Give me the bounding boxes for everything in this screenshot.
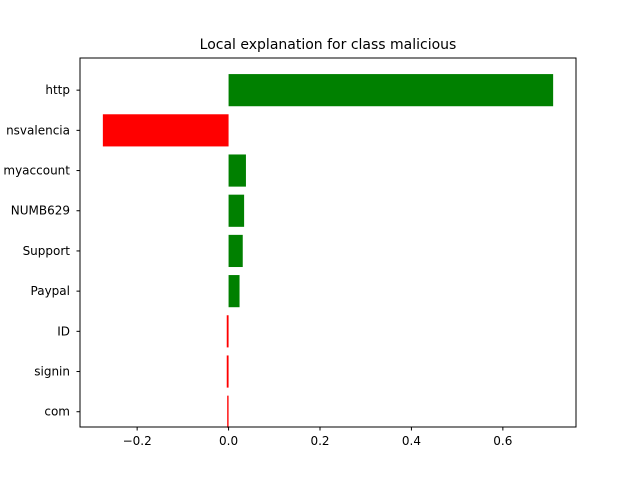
y-tick-label: ID: [57, 324, 70, 338]
y-tick-label: NUMB629: [11, 204, 70, 218]
x-tick-label: 0.6: [493, 434, 512, 448]
bar-com: [227, 395, 229, 428]
bar-support: [228, 234, 243, 268]
bar-paypal: [228, 275, 240, 308]
y-tick-label: com: [44, 405, 70, 419]
x-tick-label: 0.4: [402, 434, 421, 448]
bar-nsvalencia: [102, 114, 229, 147]
x-tick-label: 0.2: [310, 434, 329, 448]
bar-id: [226, 315, 229, 348]
bar-http: [228, 74, 554, 107]
plot-frame: [79, 57, 577, 428]
bar-numb629: [228, 194, 245, 227]
y-tick-label: nsvalencia: [6, 123, 70, 137]
bars-group: [102, 74, 554, 428]
x-axis-ticks: −0.2 0.0 0.2 0.4 0.6: [123, 427, 512, 448]
y-tick-label: signin: [34, 365, 70, 379]
chart-title: Local explanation for class malicious: [200, 37, 457, 53]
y-axis-ticks: http nsvalencia myaccount NUMB629 Support Pay…: [3, 83, 80, 419]
y-tick-label: Support: [23, 244, 71, 258]
bar-signin: [226, 355, 229, 388]
y-tick-label: Paypal: [31, 284, 70, 298]
x-tick-label: 0.0: [219, 434, 238, 448]
y-tick-label: myaccount: [3, 164, 70, 178]
x-tick-label: −0.2: [123, 434, 152, 448]
bar-myaccount: [228, 154, 246, 187]
y-tick-label: http: [45, 83, 70, 97]
